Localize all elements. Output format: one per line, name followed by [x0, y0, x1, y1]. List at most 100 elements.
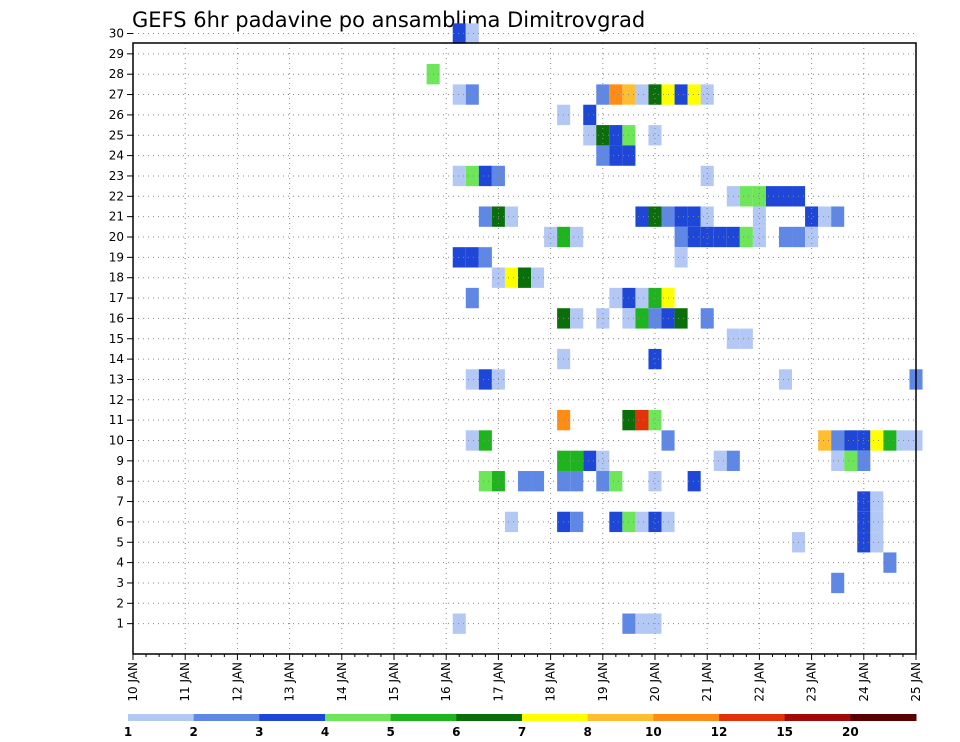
heatmap-cell — [883, 552, 897, 573]
y-tick-label: 6 — [116, 515, 124, 529]
heatmap-cell — [844, 450, 858, 472]
colorbar-label: 6 — [452, 725, 460, 739]
y-tick-label: 25 — [109, 128, 124, 142]
heatmap-cell — [478, 471, 492, 492]
heatmap-cell — [818, 206, 832, 227]
heatmap-cell — [674, 84, 688, 105]
plot-frame — [132, 42, 917, 655]
colorbar-label: 20 — [842, 725, 859, 739]
heatmap-cell — [570, 450, 584, 472]
heatmap-cell — [739, 328, 753, 349]
heatmap-cell — [570, 471, 584, 492]
y-tick-label: 3 — [116, 576, 124, 590]
x-tick-label: 24 JAN — [857, 662, 871, 702]
heatmap-cell — [504, 267, 518, 288]
x-tick-label: 21 JAN — [700, 662, 714, 702]
x-tick-label: 23 JAN — [805, 662, 819, 702]
y-tick-label: 17 — [109, 291, 124, 305]
heatmap-cell — [713, 450, 727, 472]
heatmap-cell — [478, 206, 492, 227]
x-tick-label: 10 JAN — [126, 662, 140, 702]
heatmap-cell — [583, 104, 597, 126]
heatmap-cell — [700, 206, 714, 227]
y-tick-label: 4 — [116, 556, 124, 570]
colorbar-swatch — [522, 714, 589, 721]
colorbar-swatch — [719, 714, 786, 721]
heatmap-cell — [831, 450, 845, 472]
heatmap-cell — [465, 247, 479, 268]
heatmap-cell — [635, 409, 649, 431]
heatmap-cell — [870, 511, 884, 533]
y-tick-label: 7 — [116, 495, 124, 509]
colorbar-swatch — [390, 714, 457, 721]
grid-lines — [133, 33, 916, 654]
heatmap-cell — [674, 247, 688, 268]
heatmap-cell — [465, 430, 479, 451]
heatmap-cell — [896, 430, 910, 451]
heatmap-cell — [700, 84, 714, 105]
y-axis-ticks: 1234567891011121314151617181920212223242… — [109, 27, 133, 631]
heatmap-cell — [531, 471, 545, 492]
heatmap-cell — [752, 186, 766, 207]
heatmap-cell — [452, 165, 466, 187]
heatmap-cell — [465, 369, 479, 390]
heatmap-cell — [805, 226, 819, 248]
heatmap-cell — [452, 84, 466, 105]
heatmap-cell — [465, 165, 479, 187]
x-tick-label: 17 JAN — [491, 662, 505, 702]
heatmap-cell — [870, 532, 884, 553]
y-tick-label: 9 — [116, 454, 124, 468]
colorbar-swatch — [259, 714, 326, 721]
x-tick-label: 12 JAN — [230, 662, 244, 702]
x-tick-label: 15 JAN — [387, 662, 401, 702]
heatmap-cell — [635, 206, 649, 227]
y-tick-label: 10 — [109, 434, 124, 448]
y-tick-label: 13 — [109, 372, 124, 386]
y-tick-label: 19 — [109, 250, 124, 264]
colorbar-label: 2 — [189, 725, 197, 739]
colorbar-label: 8 — [583, 725, 591, 739]
colorbar-label: 5 — [386, 725, 394, 739]
heatmap-cell — [635, 84, 649, 105]
heatmap-cell — [635, 287, 649, 309]
y-tick-label: 15 — [109, 332, 124, 346]
y-tick-label: 14 — [109, 352, 124, 366]
y-tick-label: 30 — [109, 27, 124, 41]
heatmap-cell — [648, 125, 662, 146]
heatmap-cell — [517, 267, 532, 288]
heatmap-cell — [687, 471, 701, 492]
heatmap-cell — [504, 206, 518, 227]
heatmap-cell — [609, 511, 623, 533]
y-tick-label: 29 — [109, 47, 124, 61]
heatmap-cell — [778, 369, 793, 390]
heatmap-cell — [765, 186, 779, 207]
heatmap-cell — [687, 84, 701, 105]
y-tick-label: 27 — [109, 88, 124, 102]
chart-title: GEFS 6hr padavine po ansamblima Dimitrov… — [132, 8, 645, 32]
heatmap-cell — [752, 226, 766, 248]
heatmap-cell — [478, 247, 492, 268]
colorbar-label: 12 — [711, 725, 728, 739]
heatmap-cell — [674, 206, 688, 227]
heatmap-cell — [452, 23, 466, 44]
colorbar-swatch — [587, 714, 654, 721]
heatmap-cell — [713, 226, 727, 248]
heatmap-cell — [596, 145, 610, 166]
heatmap-cell — [648, 511, 662, 533]
colorbar-swatch — [128, 714, 195, 721]
heatmap-cell — [517, 471, 532, 492]
x-tick-label: 20 JAN — [648, 662, 662, 702]
colorbar-label: 4 — [321, 725, 329, 739]
heatmap-cell — [870, 491, 884, 512]
x-tick-label: 13 JAN — [283, 662, 297, 702]
heatmap-cell — [805, 206, 819, 227]
heatmap-cell — [818, 430, 832, 451]
colorbar-label: 7 — [518, 725, 526, 739]
heatmap-cell — [531, 267, 545, 288]
heatmap-cell — [596, 84, 610, 105]
heatmap-cell — [831, 572, 845, 594]
heatmap-cell — [687, 206, 701, 227]
y-tick-label: 16 — [109, 311, 124, 325]
heatmap-cell — [648, 206, 662, 227]
heatmap-cell — [465, 23, 479, 44]
